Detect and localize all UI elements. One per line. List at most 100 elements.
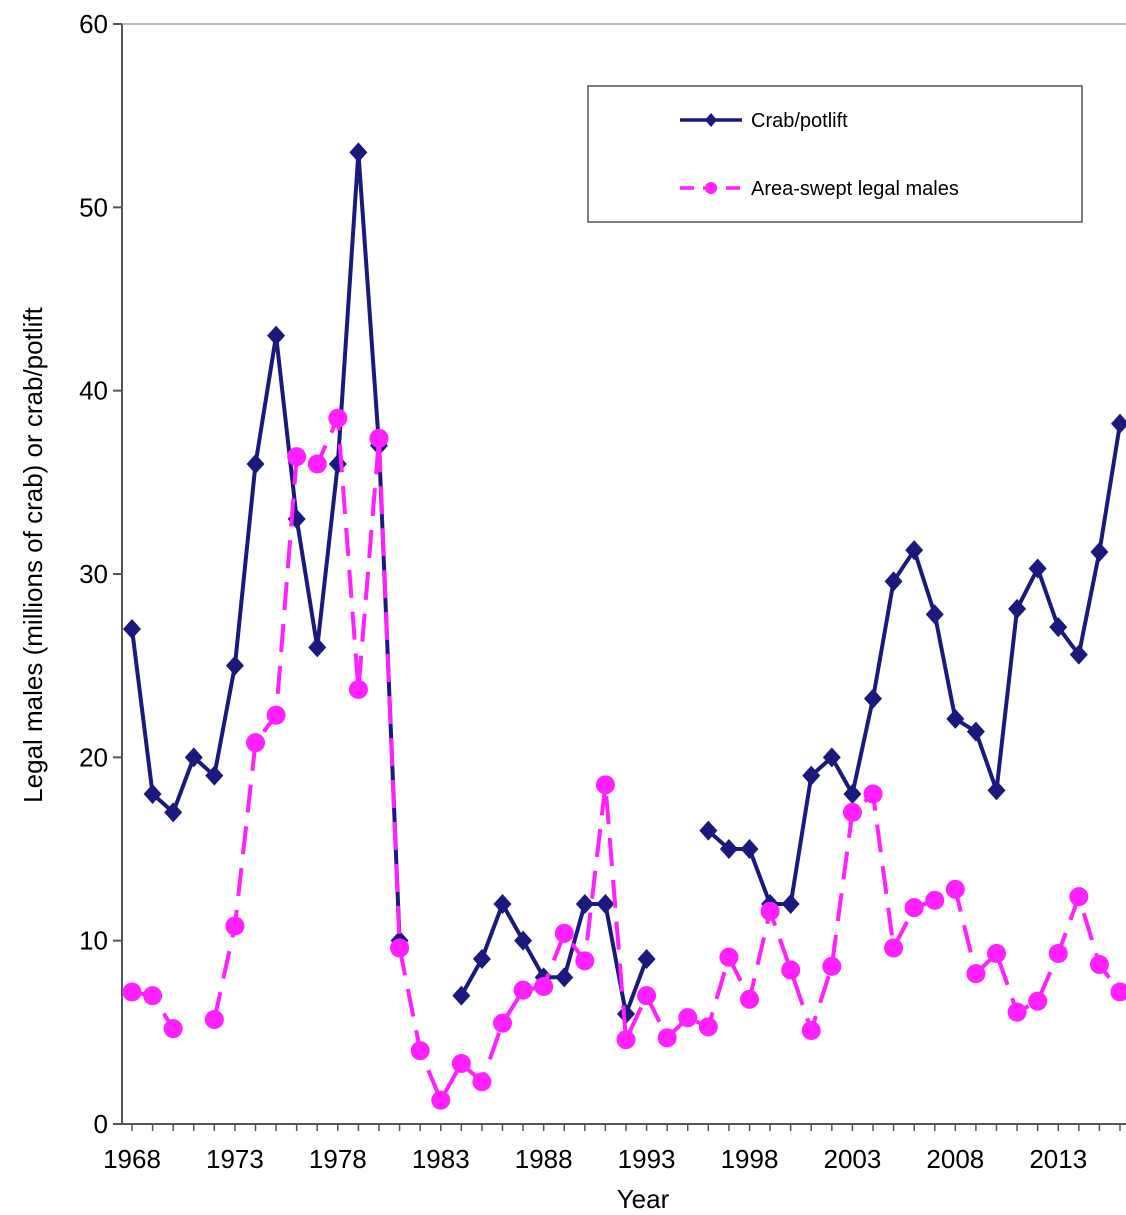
data-point bbox=[678, 1008, 698, 1028]
data-point bbox=[864, 688, 882, 709]
data-point bbox=[822, 747, 841, 768]
data-point bbox=[802, 765, 821, 786]
series-crab-potlift bbox=[123, 142, 1126, 1024]
data-point bbox=[513, 980, 533, 1000]
data-point bbox=[1089, 955, 1109, 974]
x-tick-label: 1973 bbox=[206, 1144, 264, 1174]
data-point bbox=[493, 1013, 512, 1033]
data-point bbox=[266, 705, 286, 725]
data-point bbox=[390, 938, 410, 958]
data-point bbox=[945, 879, 965, 899]
data-point bbox=[657, 1028, 677, 1048]
data-point bbox=[637, 986, 657, 1006]
y-axis-title: Legal males (millions of crab) or crab/p… bbox=[18, 306, 48, 802]
data-point bbox=[1049, 617, 1068, 638]
series-line bbox=[130, 150, 402, 941]
data-point bbox=[534, 977, 554, 996]
x-tick-label: 1968 bbox=[103, 1144, 161, 1174]
y-tick-label: 50 bbox=[79, 192, 108, 222]
data-point bbox=[925, 604, 944, 625]
data-point bbox=[184, 747, 203, 768]
data-point bbox=[987, 780, 1006, 801]
data-point bbox=[225, 655, 244, 676]
data-point bbox=[369, 428, 389, 448]
data-point bbox=[431, 1090, 451, 1110]
data-point bbox=[842, 802, 862, 822]
x-axis-title: Year bbox=[617, 1184, 670, 1214]
data-point bbox=[1007, 1002, 1027, 1022]
y-tick-label: 30 bbox=[79, 559, 108, 589]
y-tick-label: 40 bbox=[79, 376, 108, 406]
data-point bbox=[328, 454, 347, 474]
data-point bbox=[698, 1017, 718, 1037]
x-tick-label: 1993 bbox=[618, 1144, 676, 1174]
data-point bbox=[1048, 944, 1068, 963]
data-point bbox=[719, 839, 738, 859]
legend-swatch-marker bbox=[705, 182, 717, 194]
data-point bbox=[863, 784, 883, 804]
y-tick-label: 20 bbox=[79, 742, 108, 772]
series-line bbox=[706, 423, 1122, 906]
data-point bbox=[884, 571, 903, 592]
x-tick-label: 2008 bbox=[926, 1144, 984, 1174]
legend-label: Crab/potlift bbox=[751, 110, 848, 132]
data-point bbox=[349, 142, 368, 163]
data-point bbox=[307, 454, 327, 474]
data-point bbox=[410, 1041, 430, 1061]
x-tick-label: 2003 bbox=[823, 1144, 881, 1174]
data-point bbox=[123, 619, 141, 639]
data-point bbox=[904, 898, 924, 918]
data-point bbox=[822, 956, 842, 976]
legend-label: Area-swept legal males bbox=[751, 178, 959, 200]
data-point bbox=[760, 901, 780, 921]
y-tick-label: 60 bbox=[79, 9, 108, 39]
data-point bbox=[205, 765, 224, 786]
data-point bbox=[246, 454, 265, 474]
data-point bbox=[966, 721, 985, 742]
x-tick-label: 1998 bbox=[721, 1144, 779, 1174]
data-point bbox=[225, 916, 245, 936]
data-point bbox=[163, 1019, 183, 1039]
data-point bbox=[699, 820, 718, 841]
data-point bbox=[946, 708, 965, 729]
data-point bbox=[884, 938, 904, 958]
y-tick-label: 0 bbox=[94, 1109, 108, 1139]
data-point bbox=[905, 540, 924, 561]
legend-swatch-marker bbox=[705, 113, 717, 127]
data-point bbox=[575, 894, 594, 914]
data-point bbox=[143, 784, 162, 804]
series-area-swept bbox=[122, 408, 1126, 1110]
data-point bbox=[616, 1030, 636, 1050]
data-point bbox=[596, 894, 615, 914]
data-point bbox=[472, 1072, 492, 1092]
legend: Crab/potlift Area-swept legal males bbox=[587, 85, 1083, 223]
data-point bbox=[204, 1010, 224, 1029]
data-point bbox=[452, 985, 471, 1006]
x-tick-label: 1978 bbox=[309, 1144, 367, 1174]
data-point bbox=[781, 960, 801, 980]
data-point bbox=[555, 967, 574, 988]
data-point bbox=[1069, 644, 1088, 665]
data-point bbox=[1028, 558, 1047, 579]
x-tick-label: 1983 bbox=[412, 1144, 470, 1174]
data-point bbox=[308, 637, 327, 658]
data-point bbox=[740, 839, 759, 859]
data-point bbox=[348, 680, 368, 699]
data-point bbox=[595, 775, 615, 795]
x-tick-label: 1988 bbox=[515, 1144, 573, 1174]
data-point bbox=[987, 944, 1006, 963]
data-point bbox=[1110, 982, 1126, 1002]
data-point bbox=[1008, 598, 1027, 619]
data-point bbox=[267, 325, 286, 346]
data-point bbox=[719, 947, 739, 967]
data-point bbox=[966, 964, 986, 984]
data-point bbox=[925, 890, 945, 910]
data-point bbox=[1090, 542, 1109, 562]
plot-area bbox=[122, 142, 1126, 1110]
data-point bbox=[801, 1021, 821, 1040]
data-point bbox=[514, 930, 533, 951]
data-point bbox=[328, 408, 348, 428]
series-line bbox=[459, 902, 649, 1016]
data-point bbox=[554, 923, 574, 943]
